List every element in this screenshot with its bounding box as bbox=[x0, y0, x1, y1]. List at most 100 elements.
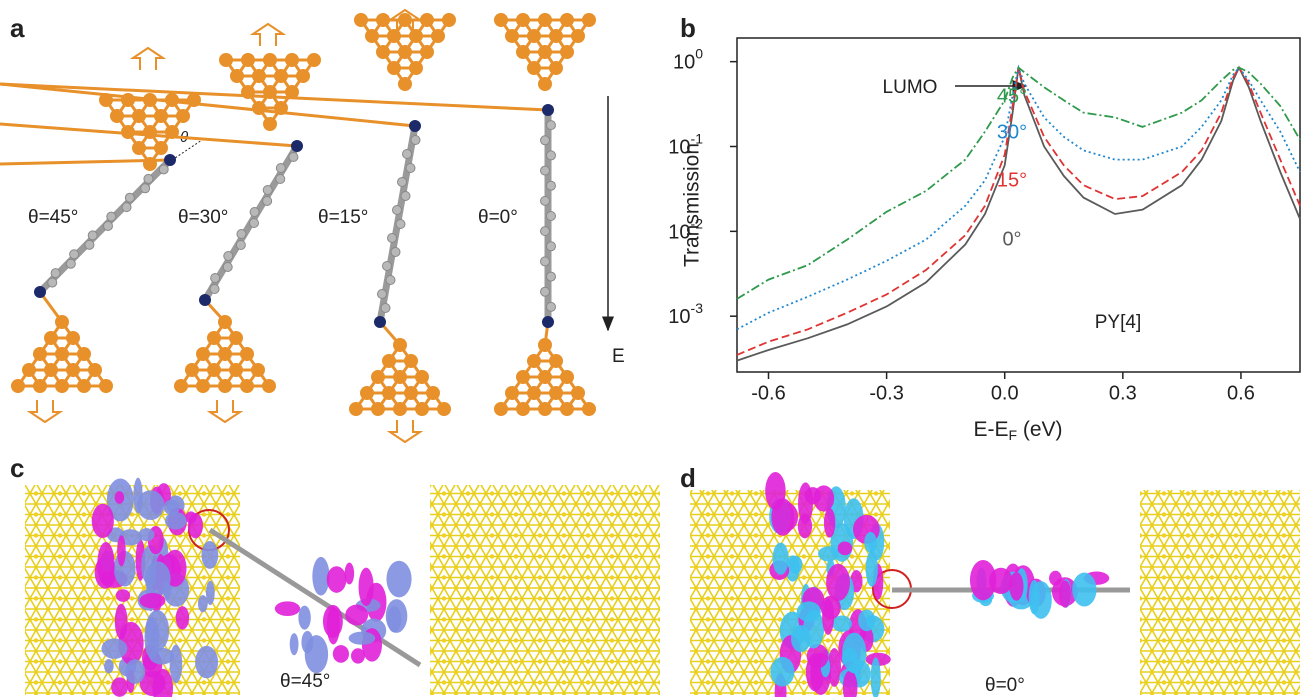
orbital-lobe bbox=[865, 652, 891, 666]
x-axis-label-part: E-E bbox=[973, 418, 1008, 441]
atom bbox=[33, 379, 47, 393]
carbon bbox=[106, 211, 117, 222]
atom bbox=[505, 29, 519, 43]
atom bbox=[549, 61, 563, 75]
carbon bbox=[397, 177, 407, 187]
pull-arrow bbox=[249, 22, 287, 46]
orbital-lobe bbox=[348, 631, 376, 645]
carbon bbox=[262, 196, 273, 206]
orbital-lobe bbox=[385, 599, 408, 633]
orbital-lobe bbox=[765, 472, 786, 510]
orbital-lobe bbox=[770, 656, 795, 687]
atom bbox=[55, 347, 69, 361]
atom bbox=[185, 363, 199, 377]
orbital-lobe bbox=[865, 550, 878, 587]
y-tick-label: 100 bbox=[673, 45, 703, 74]
carbon bbox=[540, 286, 550, 297]
electrode bbox=[430, 485, 660, 695]
atom bbox=[77, 379, 91, 393]
carbon bbox=[400, 191, 411, 201]
atom bbox=[527, 29, 541, 43]
atom bbox=[22, 363, 36, 377]
orbital-lobe bbox=[152, 668, 174, 697]
atom bbox=[442, 13, 456, 27]
atom bbox=[376, 13, 390, 27]
y-tick-label: 10-2 bbox=[668, 215, 703, 244]
carbon bbox=[249, 207, 260, 217]
angle-label: θ=45° bbox=[28, 207, 78, 228]
orbital-lobe bbox=[117, 535, 126, 567]
atom bbox=[44, 363, 58, 377]
atom bbox=[285, 53, 299, 67]
atom bbox=[207, 363, 221, 377]
atom bbox=[538, 402, 552, 416]
orbital-lobe bbox=[870, 657, 881, 697]
orbital-lobe bbox=[827, 648, 842, 687]
atom bbox=[132, 141, 146, 155]
orbital-lobe bbox=[111, 677, 129, 697]
orbital-lobe bbox=[133, 477, 143, 514]
atom bbox=[571, 386, 585, 400]
carbon bbox=[546, 211, 556, 221]
atom bbox=[251, 363, 265, 377]
atom bbox=[527, 61, 541, 75]
orbital-lobe bbox=[813, 485, 835, 512]
atom bbox=[538, 13, 552, 27]
orbital-lobe bbox=[831, 615, 852, 632]
carbon bbox=[540, 256, 550, 267]
orbital-lobe bbox=[197, 595, 208, 613]
orbital-lobe bbox=[195, 645, 219, 679]
atom bbox=[229, 363, 243, 377]
atom bbox=[560, 370, 574, 384]
carbon bbox=[540, 165, 550, 176]
angle-guide bbox=[171, 137, 206, 161]
panel-a: θ=45° θ=30° θ=15° θ=0° θ E bbox=[0, 8, 625, 444]
atom bbox=[582, 13, 596, 27]
atom bbox=[516, 45, 530, 59]
linker bbox=[0, 82, 549, 112]
carbon bbox=[158, 164, 169, 175]
carbon bbox=[222, 262, 233, 272]
atom bbox=[196, 347, 210, 361]
linker bbox=[0, 82, 416, 128]
y-axis-label: Transmission bbox=[681, 143, 704, 267]
panel-b: LUMO PY[4] Transmission E-EF (eV) 10010-… bbox=[668, 37, 1301, 443]
y-tick-exp: -2 bbox=[691, 215, 704, 231]
nitrogen bbox=[374, 316, 386, 328]
orbital-lobe bbox=[136, 490, 165, 520]
carbon bbox=[402, 149, 412, 159]
orbital-lobe bbox=[163, 499, 180, 516]
atom bbox=[549, 29, 563, 43]
atom bbox=[560, 45, 574, 59]
orbital-lobe bbox=[989, 567, 1013, 594]
carbon bbox=[50, 268, 61, 279]
carbon bbox=[124, 192, 135, 203]
orbital-lobe bbox=[842, 632, 867, 674]
orbital-lobe bbox=[114, 491, 125, 504]
orbital-lobe bbox=[803, 609, 825, 649]
y-tick-label: 10-3 bbox=[668, 300, 703, 329]
x-tick-label: -0.3 bbox=[869, 382, 903, 404]
carbon bbox=[392, 205, 402, 215]
orbital-lobe bbox=[344, 562, 355, 585]
molecule bbox=[208, 527, 422, 668]
linker bbox=[0, 158, 171, 166]
x-tick-label: 0.6 bbox=[1227, 382, 1255, 404]
carbon bbox=[546, 241, 556, 252]
orbital-lobe bbox=[322, 604, 343, 638]
atom bbox=[382, 354, 396, 368]
orbital-lobe bbox=[101, 638, 128, 659]
orbital-lobe bbox=[169, 644, 183, 684]
atom bbox=[274, 69, 288, 83]
atom bbox=[230, 69, 244, 83]
pull-arrow bbox=[386, 420, 424, 444]
atom bbox=[154, 109, 168, 123]
atom bbox=[549, 386, 563, 400]
atom bbox=[77, 347, 91, 361]
orbital-lobe bbox=[969, 559, 997, 601]
nitrogen bbox=[542, 104, 554, 116]
atom bbox=[431, 29, 445, 43]
carbon bbox=[47, 277, 58, 288]
atom bbox=[110, 109, 124, 123]
nitrogen bbox=[409, 120, 421, 132]
